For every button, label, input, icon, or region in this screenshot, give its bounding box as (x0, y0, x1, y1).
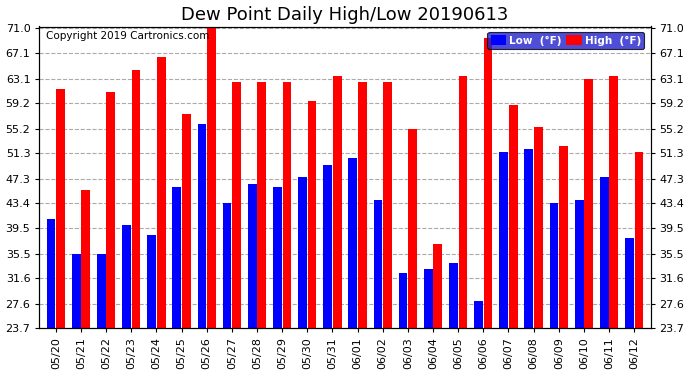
Bar (549, 203, 558, 328)
Bar (223, 203, 231, 328)
Title: Dew Point Daily High/Low 20190613: Dew Point Daily High/Low 20190613 (181, 6, 509, 24)
Bar (584, 79, 593, 328)
Bar (433, 244, 442, 328)
Bar (383, 82, 392, 328)
Bar (459, 76, 467, 328)
Bar (500, 152, 508, 328)
Bar (524, 149, 533, 328)
Bar (298, 177, 307, 328)
Bar (257, 82, 266, 328)
Bar (132, 70, 141, 328)
Bar (47, 219, 55, 328)
Bar (106, 92, 115, 328)
Bar (197, 123, 206, 328)
Bar (248, 184, 257, 328)
Bar (348, 158, 357, 328)
Bar (323, 165, 332, 328)
Bar (333, 76, 342, 328)
Legend: Low  (°F), High  (°F): Low (°F), High (°F) (487, 32, 644, 49)
Bar (233, 82, 241, 328)
Bar (172, 187, 181, 328)
Bar (122, 225, 131, 328)
Bar (609, 76, 618, 328)
Bar (373, 200, 382, 328)
Bar (399, 273, 408, 328)
Bar (282, 82, 291, 328)
Bar (534, 127, 543, 328)
Bar (157, 57, 166, 328)
Bar (509, 105, 518, 328)
Bar (358, 82, 367, 328)
Bar (97, 254, 106, 328)
Bar (182, 114, 190, 328)
Bar (308, 101, 317, 328)
Bar (81, 190, 90, 328)
Bar (575, 200, 584, 328)
Bar (625, 238, 634, 328)
Bar (600, 177, 609, 328)
Bar (207, 25, 216, 328)
Bar (474, 301, 483, 328)
Bar (72, 254, 81, 328)
Bar (147, 234, 156, 328)
Bar (449, 263, 457, 328)
Bar (56, 88, 65, 328)
Bar (635, 152, 643, 328)
Bar (559, 146, 568, 328)
Bar (408, 129, 417, 328)
Bar (273, 187, 282, 328)
Bar (484, 38, 493, 328)
Bar (424, 269, 433, 328)
Text: Copyright 2019 Cartronics.com: Copyright 2019 Cartronics.com (46, 31, 209, 41)
